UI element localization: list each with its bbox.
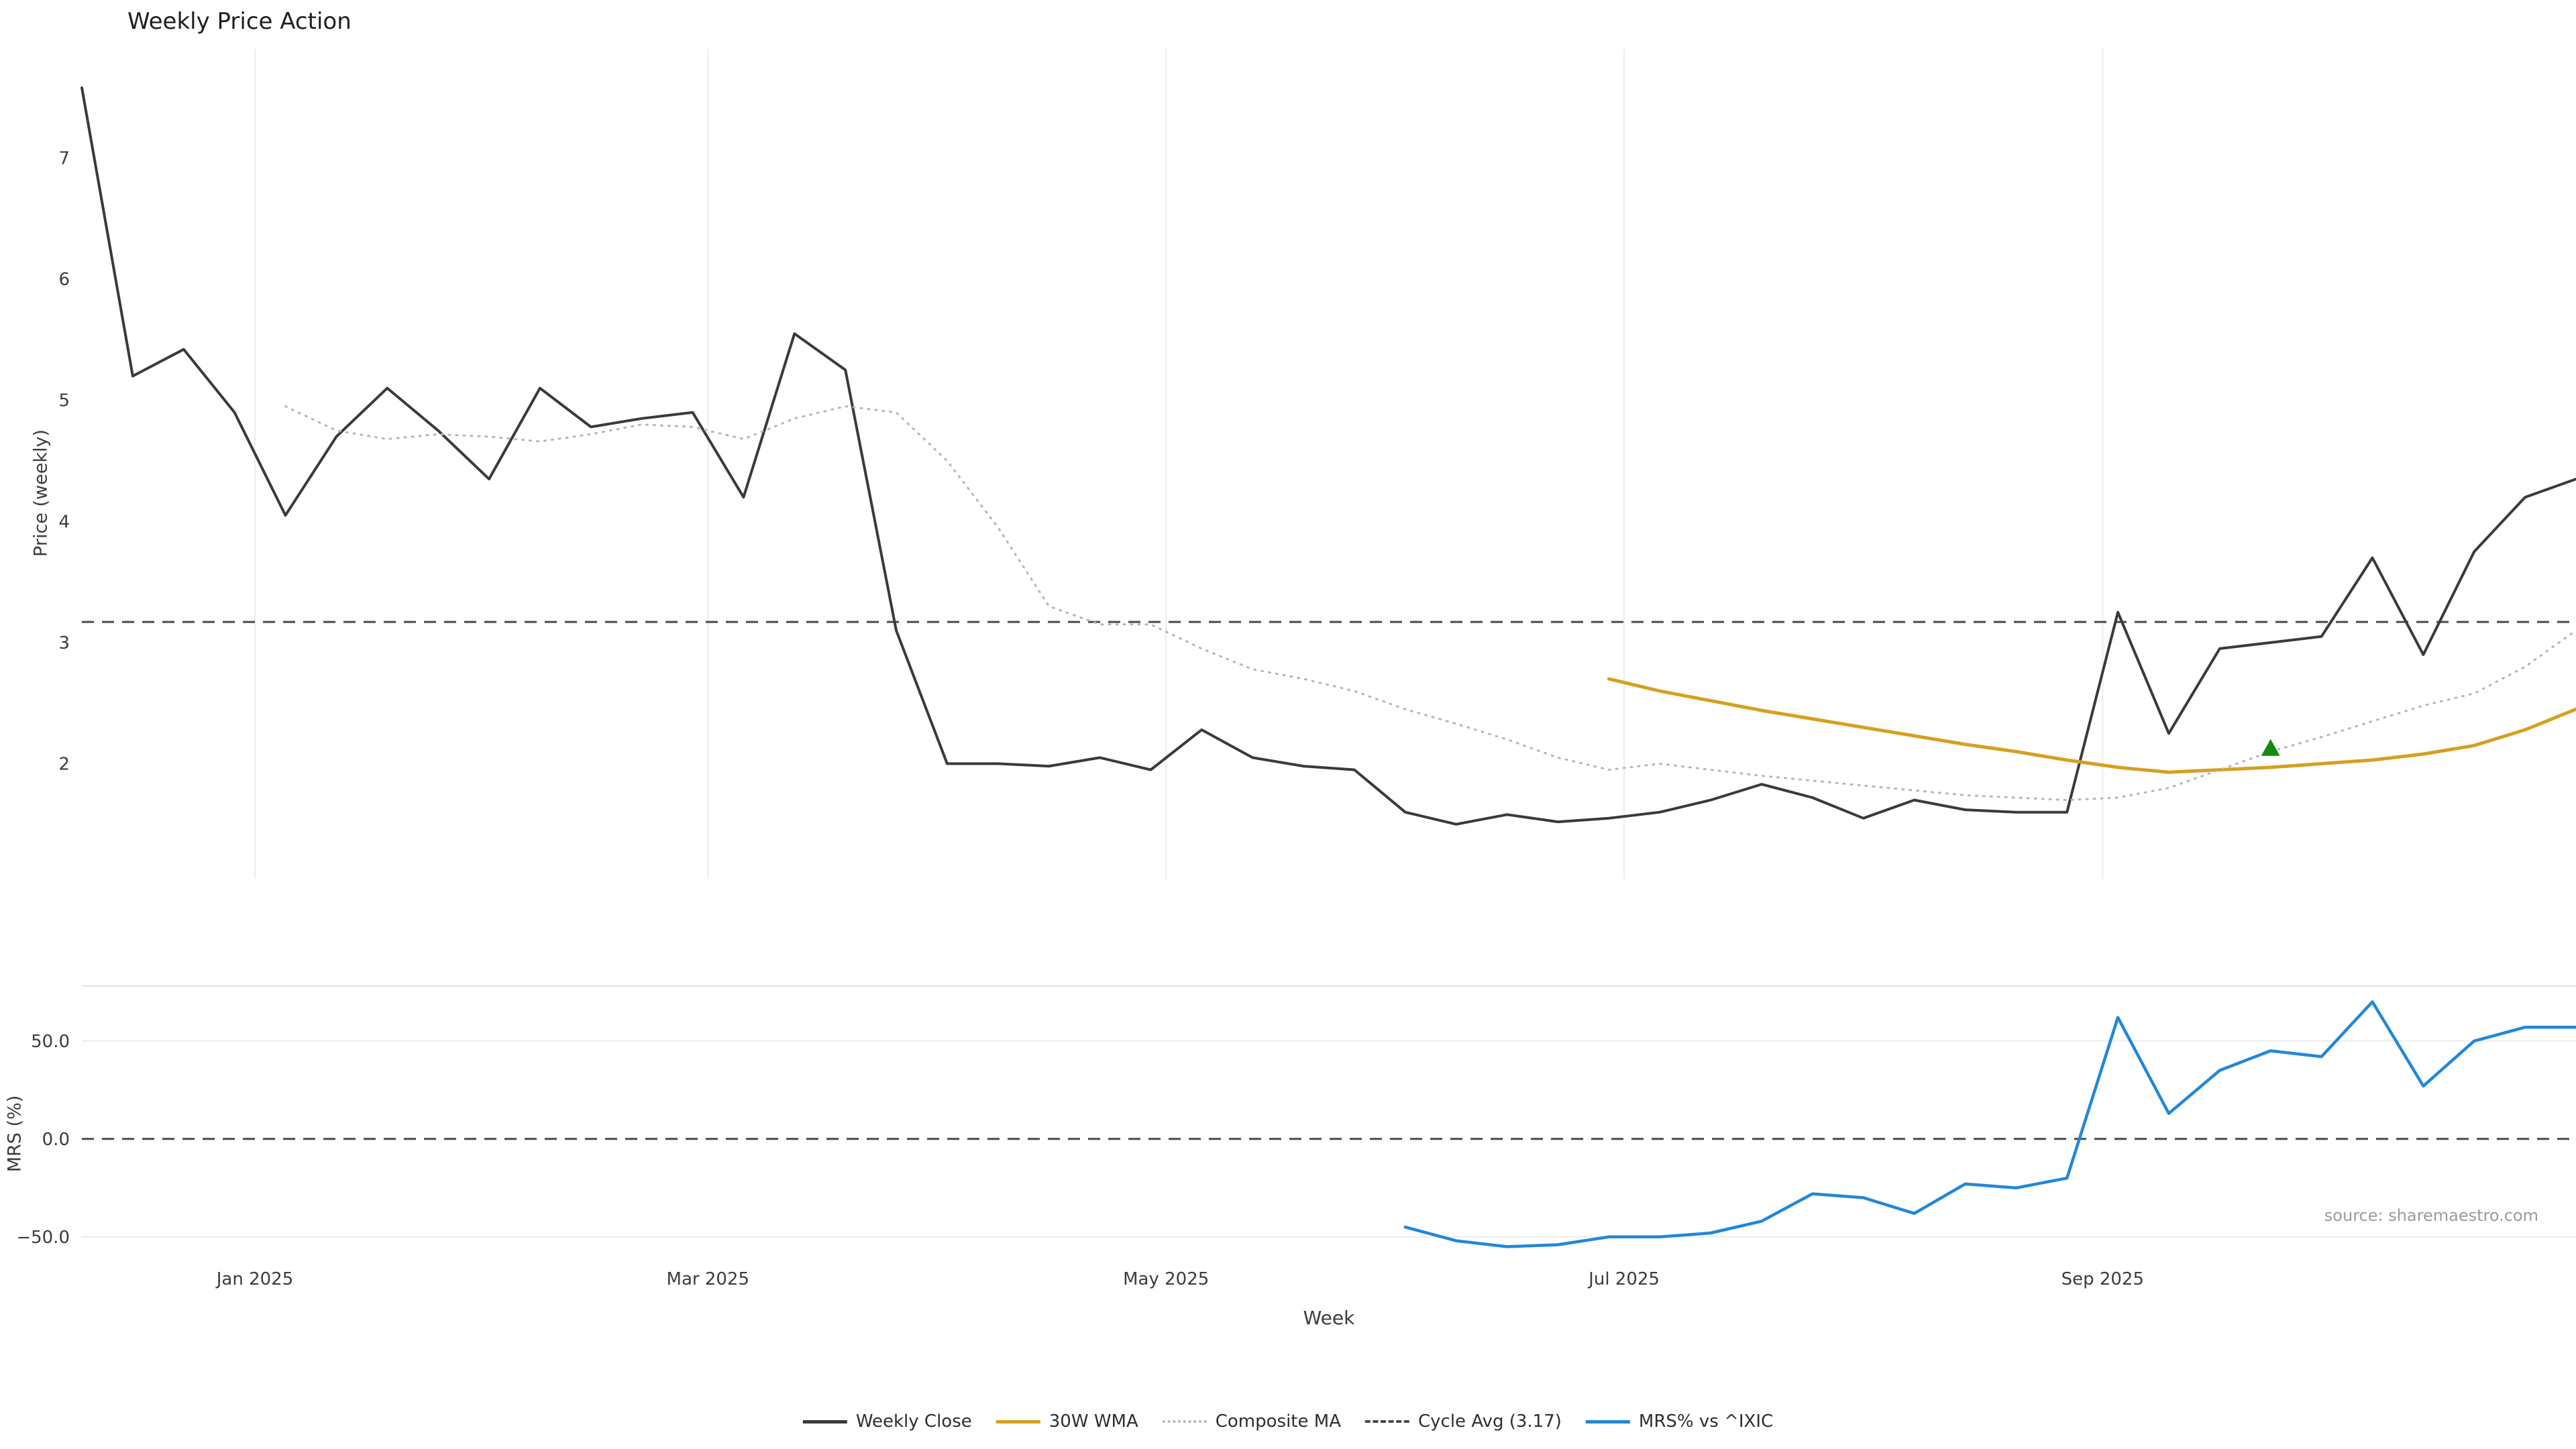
legend-item-30w-wma: 30W WMA xyxy=(996,1411,1138,1432)
buy-signal-marker xyxy=(2261,739,2280,756)
mrs-y-tick-label: 50.0 xyxy=(31,1032,70,1052)
series-line-30w-wma xyxy=(1607,677,2576,774)
legend: Weekly Close 30W WMA Composite MA Cycle Avg… xyxy=(802,1411,1774,1432)
legend-label: MRS% vs ^IXIC xyxy=(1638,1411,1774,1432)
series-line-weekly-close xyxy=(80,86,2576,826)
mrs-y-tick-label: 0.0 xyxy=(42,1130,70,1150)
legend-label: Weekly Close xyxy=(855,1411,972,1432)
legend-swatch-30w-wma xyxy=(996,1419,1040,1424)
price-y-tick-label: 5 xyxy=(58,391,70,411)
price-y-tick-label: 3 xyxy=(58,633,70,653)
legend-label: Composite MA xyxy=(1215,1411,1341,1432)
legend-label: Cycle Avg (3.17) xyxy=(1417,1411,1562,1432)
chart-title: Weekly Price Action xyxy=(127,8,352,35)
x-tick-label: Sep 2025 xyxy=(2061,1269,2144,1289)
legend-swatch-cycle-avg-3-17 xyxy=(1364,1420,1409,1423)
legend-item-mrs-vs-ixic: MRS% vs ^IXIC xyxy=(1585,1411,1774,1432)
source-credit: source: sharemaestro.com xyxy=(2324,1206,2538,1225)
price-y-tick-label: 7 xyxy=(58,149,70,169)
x-tick-label: Mar 2025 xyxy=(667,1269,750,1289)
x-axis-label: Week xyxy=(1303,1307,1355,1329)
price-y-tick-label: 6 xyxy=(58,270,70,290)
x-tick-label: Jul 2025 xyxy=(1587,1269,1660,1289)
series-line-composite-ma xyxy=(284,405,2576,802)
series-line-mrs-vs-ixic xyxy=(1403,1000,2576,1248)
legend-swatch-mrs-vs-ixic xyxy=(1585,1419,1630,1424)
x-tick-label: May 2025 xyxy=(1123,1269,1209,1289)
price-y-tick-label: 2 xyxy=(58,754,70,774)
legend-item-composite-ma: Composite MA xyxy=(1162,1411,1341,1432)
price-axis-label: Price (weekly) xyxy=(30,429,52,557)
legend-item-cycle-avg-3-17: Cycle Avg (3.17) xyxy=(1364,1411,1562,1432)
legend-swatch-composite-ma xyxy=(1162,1420,1207,1423)
x-tick-label: Jan 2025 xyxy=(215,1269,294,1289)
mrs-axis-label: MRS (%) xyxy=(4,1095,25,1173)
legend-swatch-weekly-close xyxy=(802,1419,847,1424)
price-y-tick-label: 4 xyxy=(58,512,70,532)
legend-label: 30W WMA xyxy=(1049,1411,1138,1432)
mrs-y-tick-label: −50.0 xyxy=(16,1228,70,1248)
legend-item-weekly-close: Weekly Close xyxy=(802,1411,972,1432)
